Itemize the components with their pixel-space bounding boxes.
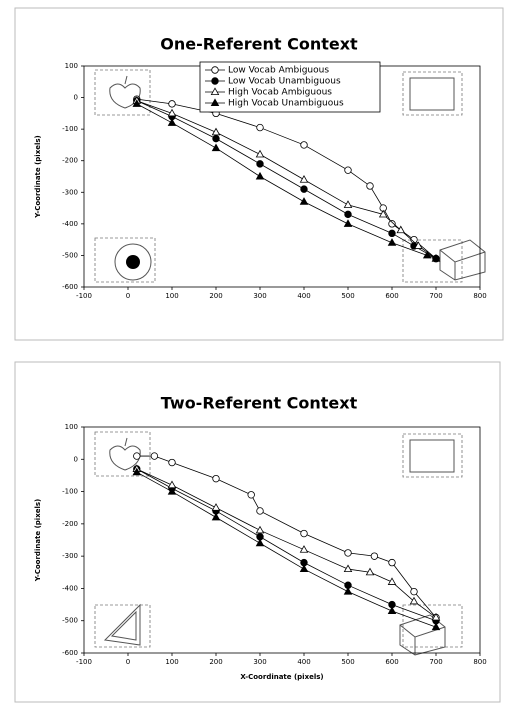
- legend-label: High Vocab Ambiguous: [228, 88, 332, 98]
- legend-label: Low Vocab Ambiguous: [228, 66, 329, 76]
- x-tick-label: 700: [429, 658, 442, 666]
- marker: [345, 550, 352, 557]
- y-tick-label: -200: [62, 157, 78, 165]
- y-tick-label: 100: [65, 62, 78, 70]
- marker: [371, 553, 378, 560]
- y-axis-label: Y-Coordinate (pixels): [34, 135, 42, 218]
- chart-title: Two-Referent Context: [161, 394, 358, 413]
- marker: [411, 588, 418, 595]
- legend-label: Low Vocab Unambiguous: [228, 77, 341, 87]
- y-tick-label: -500: [62, 251, 78, 259]
- marker: [345, 211, 352, 218]
- marker: [345, 167, 352, 174]
- marker: [151, 453, 158, 460]
- marker: [169, 459, 176, 466]
- y-axis-label: Y-Coordinate (pixels): [34, 499, 42, 582]
- y-tick-label: -300: [62, 552, 78, 560]
- legend-marker: [212, 67, 219, 74]
- y-tick-label: 0: [74, 455, 78, 463]
- x-tick-label: 0: [126, 292, 130, 300]
- x-tick-label: 400: [297, 658, 310, 666]
- page: One-Referent Context -100 0 100 200 300 400 500…: [0, 0, 506, 713]
- legend-marker: [212, 78, 219, 85]
- x-tick-label: 500: [341, 292, 354, 300]
- x-tick-label: 600: [385, 292, 398, 300]
- x-tick-label: 700: [429, 292, 442, 300]
- y-tick-label: -600: [62, 283, 78, 291]
- marker: [213, 135, 220, 142]
- y-tick-label: -300: [62, 188, 78, 196]
- marker: [257, 124, 264, 131]
- y-tick-label: -500: [62, 617, 78, 625]
- x-tick-label: 300: [253, 658, 266, 666]
- y-tick-label: 100: [65, 423, 78, 431]
- y-tick-label: -400: [62, 220, 78, 228]
- x-tick-label: 800: [473, 658, 486, 666]
- x-tick-label: 0: [126, 658, 130, 666]
- marker: [257, 508, 264, 515]
- chart-title: One-Referent Context: [160, 35, 358, 54]
- x-tick-label: 500: [341, 658, 354, 666]
- x-tick-label: 600: [385, 658, 398, 666]
- marker: [301, 142, 308, 149]
- x-tick-label: 100: [165, 658, 178, 666]
- marker: [257, 161, 264, 168]
- marker: [301, 530, 308, 537]
- marker: [301, 186, 308, 193]
- y-tick-label: -200: [62, 520, 78, 528]
- marker: [169, 101, 176, 108]
- x-tick-label: 200: [209, 658, 222, 666]
- legend-label: High Vocab Unambiguous: [228, 99, 344, 109]
- x-tick-label: -100: [76, 292, 92, 300]
- y-tick-label: 0: [74, 94, 78, 102]
- y-tick-label: -400: [62, 584, 78, 592]
- marker: [213, 475, 220, 482]
- marker: [367, 183, 374, 190]
- marker: [134, 453, 141, 460]
- x-axis-label: X-Coordinate (pixels): [240, 673, 323, 681]
- x-tick-label: 100: [165, 292, 178, 300]
- y-tick-label: -100: [62, 125, 78, 133]
- marker: [389, 230, 396, 237]
- x-tick-label: 400: [297, 292, 310, 300]
- y-tick-label: -600: [62, 649, 78, 657]
- x-tick-label: 800: [473, 292, 486, 300]
- y-tick-label: -100: [62, 488, 78, 496]
- marker: [248, 492, 255, 499]
- marker: [389, 559, 396, 566]
- x-tick-label: 300: [253, 292, 266, 300]
- x-tick-label: -100: [76, 658, 92, 666]
- x-tick-label: 200: [209, 292, 222, 300]
